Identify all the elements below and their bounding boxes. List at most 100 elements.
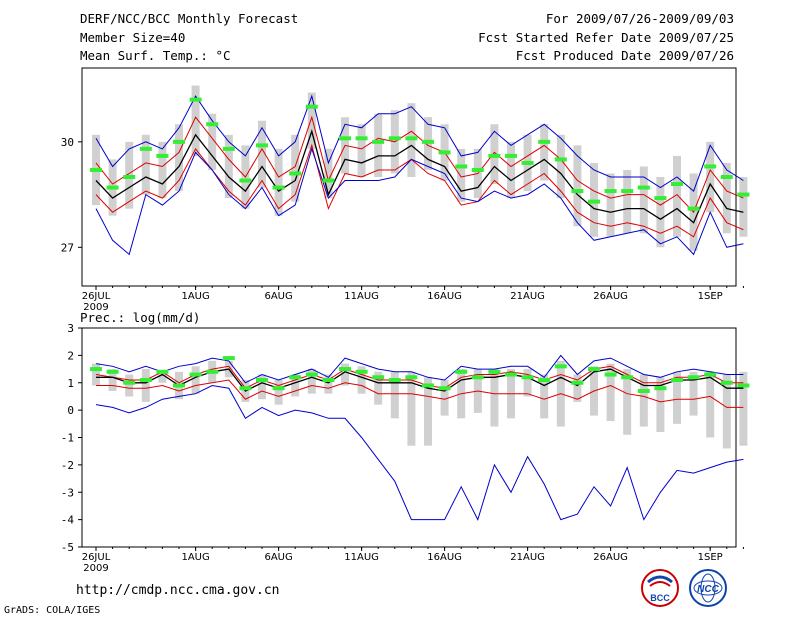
prec-obs-point: [90, 367, 102, 372]
prec-range-box: [490, 369, 499, 427]
temp-xtick-label: 21AUG: [510, 291, 545, 302]
temp-obs-point: [388, 136, 401, 141]
temp-xtick-label: 11AUG: [344, 291, 379, 302]
temp-obs-point: [505, 153, 517, 158]
prec-obs-point: [671, 378, 683, 383]
temp-series-min: [95, 147, 744, 256]
prec-range-box: [158, 371, 167, 383]
temp-obs-point: [256, 143, 268, 148]
prec-year-label: 2009: [83, 563, 108, 574]
bcc-logo-text: BCC: [650, 593, 670, 603]
temp-obs-point: [90, 167, 102, 172]
prec-xtick-label: 26AUG: [593, 552, 628, 563]
prec-range-box: [623, 369, 632, 435]
temp-obs-point: [405, 136, 418, 141]
temp-xtick-label: 26JUL: [82, 291, 111, 302]
prec-range-box: [407, 371, 416, 446]
prec-obs-point: [405, 375, 418, 380]
temp-range-box: [208, 113, 217, 170]
prec-obs-point: [604, 372, 617, 377]
temp-obs-point: [422, 139, 434, 144]
temp-obs-point: [189, 97, 202, 102]
temp-ytick-label: 27: [61, 241, 74, 254]
prec-obs-point: [455, 369, 468, 374]
temp-obs-point: [621, 189, 634, 194]
prec-ytick-label: -1: [61, 432, 74, 445]
prec-obs-point: [289, 375, 302, 380]
temp-series-spread_lo: [95, 143, 744, 238]
temp-range-box: [374, 113, 383, 177]
temp-range-box: [357, 124, 366, 177]
temp-obs-point: [720, 175, 733, 179]
prec-panel-title: Prec.: log(mm/d): [80, 310, 200, 325]
temp-obs-point: [455, 164, 468, 169]
prec-obs-point: [554, 364, 567, 369]
prec-xtick-label: 1SEP: [698, 552, 723, 563]
temp-range-box: [291, 134, 300, 202]
prec-range-box: [540, 374, 549, 419]
prec-obs-point: [272, 386, 285, 391]
temp-range-box: [307, 92, 316, 149]
prec-obs-point: [189, 372, 202, 377]
prec-xtick-label: 6AUG: [264, 552, 292, 563]
prec-ytick-label: 3: [67, 322, 74, 335]
temp-range-box: [191, 85, 200, 156]
prec-xtick-label: 11AUG: [344, 552, 379, 563]
prec-obs-point: [339, 367, 351, 372]
temp-obs-point: [471, 167, 484, 172]
prec-series-min: [95, 384, 744, 521]
prec-obs-point: [588, 367, 600, 372]
prec-obs-point: [355, 369, 368, 374]
temp-obs-point: [305, 104, 318, 109]
source-url[interactable]: http://cmdp.ncc.cma.gov.cn: [76, 583, 280, 598]
temp-obs-point: [438, 150, 451, 155]
temp-range-box: [722, 162, 731, 234]
prec-ytick-label: 1: [67, 377, 74, 390]
prec-range-box: [357, 366, 366, 394]
prec-ytick-label: -3: [61, 486, 74, 499]
prec-obs-point: [654, 386, 667, 391]
temp-range-box: [639, 166, 648, 234]
temp-range-box: [556, 134, 565, 199]
temp-series-mean: [95, 129, 744, 224]
prec-ytick-label: 0: [67, 404, 74, 417]
temp-obs-point: [322, 178, 335, 183]
member-size: Member Size=40: [80, 30, 186, 45]
agency-logos: BCC NCC: [641, 569, 727, 607]
prec-obs-point: [538, 378, 551, 383]
prec-range-box: [291, 374, 300, 397]
prec-series-mean: [96, 368, 744, 392]
prec-obs-point: [256, 378, 268, 383]
temp-obs-point: [488, 153, 501, 158]
temp-range-box: [324, 148, 333, 199]
prec-obs-point: [422, 383, 434, 388]
prec-range-box: [523, 369, 532, 397]
temp-obs-point: [637, 185, 650, 190]
temp-series-max: [95, 94, 744, 192]
prec-obs-point: [139, 378, 152, 383]
prec-range-box: [739, 371, 748, 446]
prec-ytick-label: -2: [61, 459, 74, 472]
temp-xtick-label: 26AUG: [593, 291, 628, 302]
temp-range-box: [258, 120, 266, 188]
prec-obs-point: [505, 372, 517, 377]
prec-range-box: [324, 374, 333, 394]
prec-obs-point: [106, 369, 119, 374]
prec-range-box: [307, 369, 316, 394]
prec-range-box: [191, 366, 200, 394]
prec-obs-point: [206, 369, 219, 374]
temp-obs-point: [123, 175, 136, 179]
temp-range-box: [739, 177, 748, 237]
temp-obs-point: [355, 136, 368, 141]
temp-obs-point: [604, 189, 617, 194]
temp-obs-point: [206, 122, 219, 127]
ncc-logo-text: NCC: [697, 584, 719, 595]
prec-obs-point: [173, 383, 185, 388]
temp-range-box: [175, 124, 183, 192]
temp-obs-point: [554, 157, 567, 162]
temp-obs-point: [289, 171, 302, 176]
temp-obs-point: [173, 139, 185, 144]
temp-xtick-label: 6AUG: [264, 291, 292, 302]
prec-obs-point: [471, 375, 484, 380]
